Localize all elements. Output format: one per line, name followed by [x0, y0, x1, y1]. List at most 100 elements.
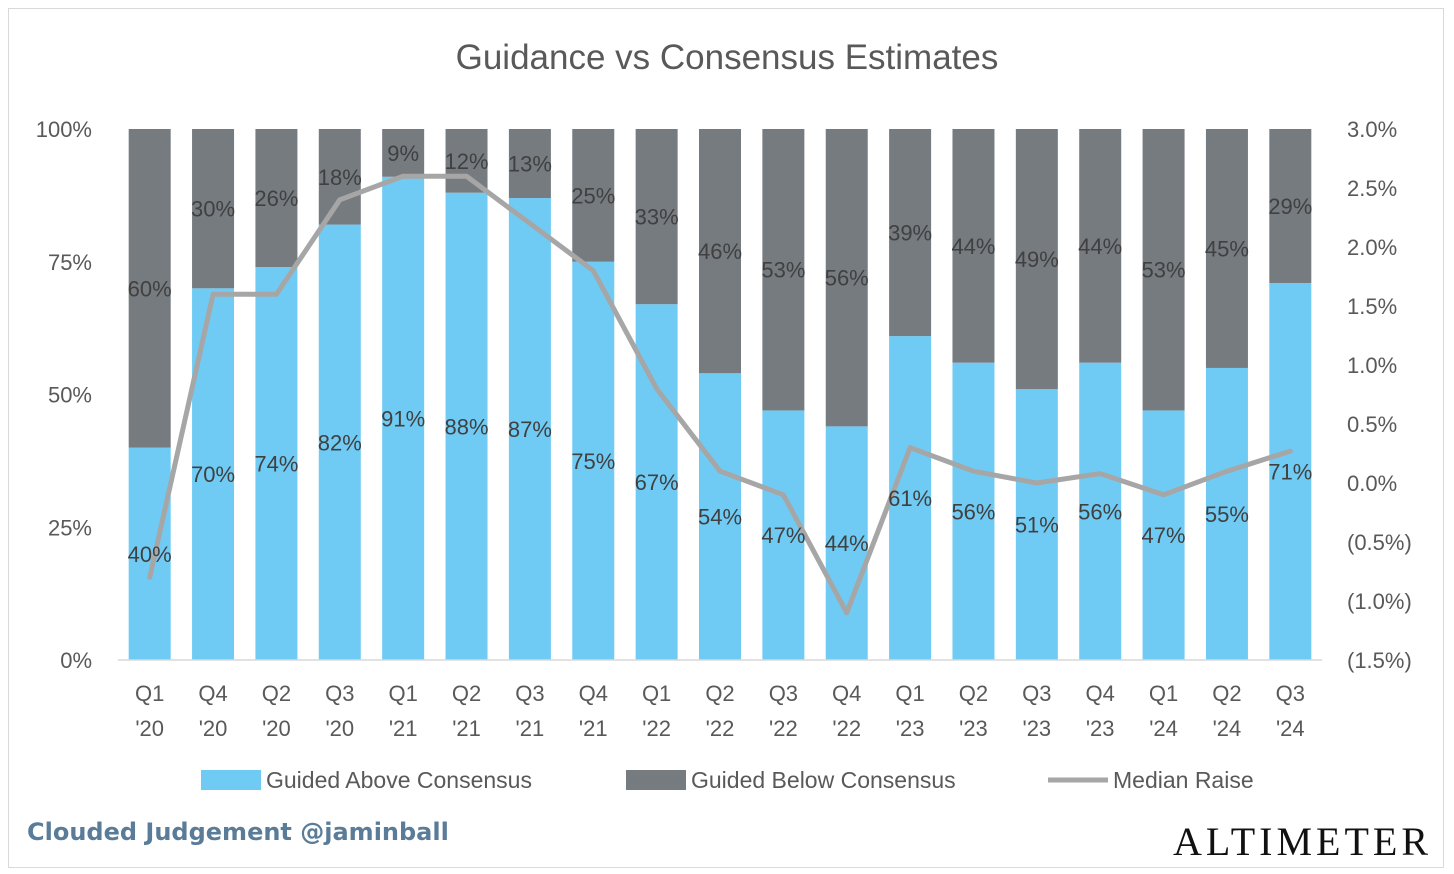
below-data-label: 53%	[1142, 258, 1186, 283]
x-tick-label: '22	[706, 716, 735, 741]
above-data-label: 82%	[318, 430, 362, 455]
footer-credit: Clouded Judgement @jaminball	[27, 818, 449, 846]
bar-above	[1205, 367, 1248, 660]
x-tick-label: '23	[1086, 716, 1115, 741]
x-tick-label: Q1	[1149, 681, 1178, 706]
x-tick-label: '20	[262, 716, 291, 741]
y-right-tick-label: (0.5%)	[1347, 530, 1412, 555]
x-tick-label: Q2	[452, 681, 481, 706]
y-left-tick-label: 100%	[36, 117, 92, 142]
y-left-tick-label: 0%	[60, 648, 92, 673]
legend-swatch-above	[201, 770, 261, 790]
bar-above	[128, 447, 171, 660]
x-tick-label: '23	[1023, 716, 1052, 741]
above-data-label: 61%	[888, 486, 932, 511]
below-data-label: 13%	[508, 152, 552, 177]
chart-title: Guidance vs Consensus Estimates	[455, 38, 999, 77]
x-tick-label: Q2	[262, 681, 291, 706]
above-data-label: 88%	[445, 414, 489, 439]
below-data-label: 12%	[445, 149, 489, 174]
x-tick-label: '24	[1276, 716, 1305, 741]
bar-above	[1142, 410, 1185, 660]
bar-below	[699, 129, 741, 374]
above-data-label: 91%	[381, 406, 425, 431]
below-data-label: 9%	[387, 141, 419, 166]
bar-below	[318, 129, 361, 225]
above-data-label: 87%	[508, 417, 552, 442]
bar-below	[889, 129, 932, 337]
above-data-label: 47%	[761, 523, 805, 548]
x-tick-label: Q1	[895, 681, 924, 706]
labels-layer: 40% 60% 70% 30% 74% 26% 82% 18% 91% 9% 88% 12% 87% 13…	[128, 141, 1313, 567]
below-data-label: 33%	[635, 205, 679, 230]
bar-below	[952, 129, 995, 363]
below-data-label: 25%	[571, 183, 615, 208]
bar-below	[1015, 129, 1058, 390]
below-data-label: 56%	[825, 266, 869, 291]
bar-below	[635, 129, 678, 305]
y-right-tick-label: (1.0%)	[1347, 589, 1412, 614]
above-data-label: 51%	[1015, 513, 1059, 538]
bar-below	[128, 129, 171, 448]
x-tick-label: Q1	[642, 681, 671, 706]
y-right-tick-label: 1.5%	[1347, 294, 1397, 319]
legend-swatch-below	[626, 770, 686, 790]
below-data-label: 60%	[128, 276, 172, 301]
below-data-label: 26%	[254, 186, 298, 211]
above-data-label: 47%	[1142, 523, 1186, 548]
bar-below	[255, 129, 298, 268]
legend: Guided Above Consensus Guided Below Conse…	[201, 767, 1254, 793]
bar-above	[889, 336, 932, 660]
x-tick-label: Q4	[198, 681, 227, 706]
x-tick-label: '24	[1149, 716, 1178, 741]
x-tick-label: Q1	[135, 681, 164, 706]
below-data-label: 44%	[951, 234, 995, 259]
y-right-tick-label: 1.0%	[1347, 353, 1397, 378]
bar-below	[382, 129, 425, 177]
y-right-tick-label: (1.5%)	[1347, 648, 1412, 673]
x-tick-label: '21	[389, 716, 418, 741]
legend-label-median: Median Raise	[1113, 767, 1254, 793]
bar-above	[699, 373, 741, 660]
x-tick-label: '20	[199, 716, 228, 741]
line-layer	[147, 173, 1293, 616]
legend-label-below: Guided Below Consensus	[691, 767, 956, 793]
above-data-label: 44%	[825, 531, 869, 556]
x-tick-label: '24	[1213, 716, 1242, 741]
y-right-tick-label: 2.0%	[1347, 235, 1397, 260]
y-right-tick-label: 0.5%	[1347, 412, 1397, 437]
x-tick-label: '22	[769, 716, 798, 741]
bar-above	[572, 261, 615, 660]
x-tick-label: Q1	[388, 681, 417, 706]
bar-above	[255, 267, 298, 660]
axes-layer: 0% 25% 50% 75% 100% 3.0% 2.5% 2.0% 1.5% 1.0% 0.5% 0…	[36, 117, 1412, 741]
above-data-label: 70%	[191, 462, 235, 487]
below-data-label: 53%	[761, 258, 805, 283]
x-tick-label: Q2	[705, 681, 734, 706]
bar-above	[1269, 282, 1312, 660]
y-right-tick-label: 2.5%	[1347, 176, 1397, 201]
x-tick-label: Q3	[515, 681, 544, 706]
x-tick-label: '20	[135, 716, 164, 741]
bar-below	[445, 129, 488, 193]
y-right-tick-label: 0.0%	[1347, 471, 1397, 496]
altimeter-logo: ALTIMETER	[1173, 819, 1432, 864]
y-left-tick-label: 50%	[48, 383, 92, 408]
above-data-label: 75%	[571, 449, 615, 474]
above-data-label: 56%	[1078, 499, 1122, 524]
x-tick-label: Q3	[1022, 681, 1051, 706]
y-left-tick-label: 75%	[48, 250, 92, 275]
bar-below	[1205, 129, 1248, 368]
x-tick-label: Q3	[325, 681, 354, 706]
x-tick-label: Q4	[579, 681, 608, 706]
below-data-label: 29%	[1268, 194, 1312, 219]
bar-below	[1079, 129, 1122, 363]
bar-above	[318, 224, 361, 660]
bar-above	[445, 192, 488, 660]
bar-above	[1015, 389, 1058, 660]
below-data-label: 45%	[1205, 236, 1249, 261]
bar-below	[572, 129, 615, 262]
x-tick-label: '21	[452, 716, 481, 741]
above-data-label: 71%	[1268, 459, 1312, 484]
